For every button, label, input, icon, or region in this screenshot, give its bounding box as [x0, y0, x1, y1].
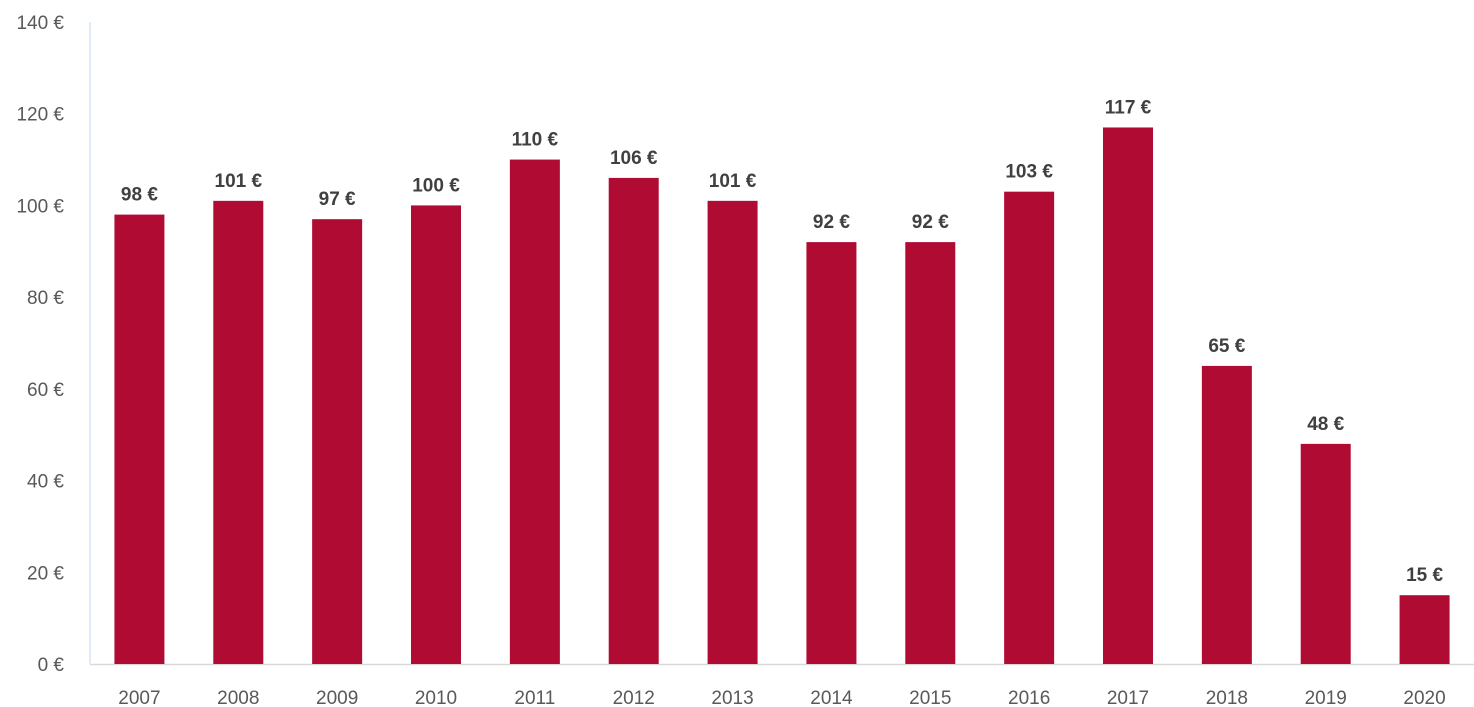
x-tick-label-2011: 2011	[514, 688, 555, 707]
bar-2008	[213, 200, 264, 665]
bar-2013	[707, 200, 758, 665]
data-label-2007: 98 €	[121, 185, 158, 206]
y-tick-label: 40 €	[27, 472, 64, 493]
bars-group	[114, 127, 1450, 665]
x-tick-label-2019: 2019	[1305, 688, 1347, 707]
data-label-2011: 110 €	[512, 130, 559, 151]
data-label-2012: 106 €	[610, 148, 658, 169]
bar-2007	[114, 214, 165, 664]
y-tick-label: 60 €	[27, 380, 64, 401]
x-tick-label-2016: 2016	[1008, 688, 1050, 707]
x-tick-label-2009: 2009	[316, 688, 358, 707]
x-tick-label-2013: 2013	[711, 688, 753, 707]
data-label-2010: 100 €	[412, 175, 460, 196]
data-label-2017: 117 €	[1105, 97, 1152, 118]
y-axis-ticks: 0 € 20 € 40 € 60 € 80 € 100 € 120 € 140 €	[16, 13, 64, 676]
bar-2016	[1004, 191, 1055, 664]
x-tick-label-2018: 2018	[1206, 688, 1248, 707]
bar-2012	[608, 177, 659, 664]
bar-2011	[509, 159, 560, 665]
data-label-2009: 97 €	[319, 189, 356, 210]
y-tick-label: 140 €	[16, 13, 64, 34]
y-tick-label: 100 €	[16, 196, 64, 217]
y-tick-label: 20 €	[27, 563, 64, 584]
data-label-2019: 48 €	[1307, 414, 1344, 435]
x-tick-label-2012: 2012	[613, 688, 655, 707]
bar-2009	[312, 219, 363, 664]
data-label-2008: 101 €	[215, 171, 263, 192]
bar-2017	[1103, 127, 1153, 664]
bar-2014	[806, 242, 857, 664]
x-tick-label-2010: 2010	[415, 688, 457, 707]
bar-2020	[1399, 595, 1450, 664]
x-tick-label-2020: 2020	[1403, 688, 1445, 707]
data-label-2015: 92 €	[912, 212, 949, 233]
bar-2015	[905, 242, 956, 664]
x-tick-label-2008: 2008	[217, 688, 259, 707]
bar-2010	[411, 205, 461, 664]
data-label-2013: 101 €	[709, 171, 757, 192]
data-labels-group: 98 € 101 € 97 € 100 € 110 € 106 € 101 € 92 € 92 …	[121, 97, 1444, 586]
bar-2018	[1201, 365, 1252, 664]
bar-2019	[1300, 443, 1351, 664]
y-tick-label: 0 €	[38, 655, 65, 676]
data-label-2018: 65 €	[1208, 336, 1245, 357]
data-label-2016: 103 €	[1005, 162, 1053, 183]
y-tick-label: 80 €	[27, 288, 64, 309]
x-tick-label-2015: 2015	[909, 688, 951, 707]
x-tick-label-2007: 2007	[118, 688, 160, 707]
data-label-2014: 92 €	[813, 212, 850, 233]
x-tick-label-2017: 2017	[1107, 688, 1149, 707]
x-axis-ticks: 2007 2008 2009 2010 2011 2012 2013 2014 2015 2016…	[118, 688, 1445, 707]
data-label-2020: 15 €	[1406, 565, 1443, 586]
y-tick-label: 120 €	[16, 105, 64, 126]
x-tick-label-2014: 2014	[810, 688, 853, 707]
